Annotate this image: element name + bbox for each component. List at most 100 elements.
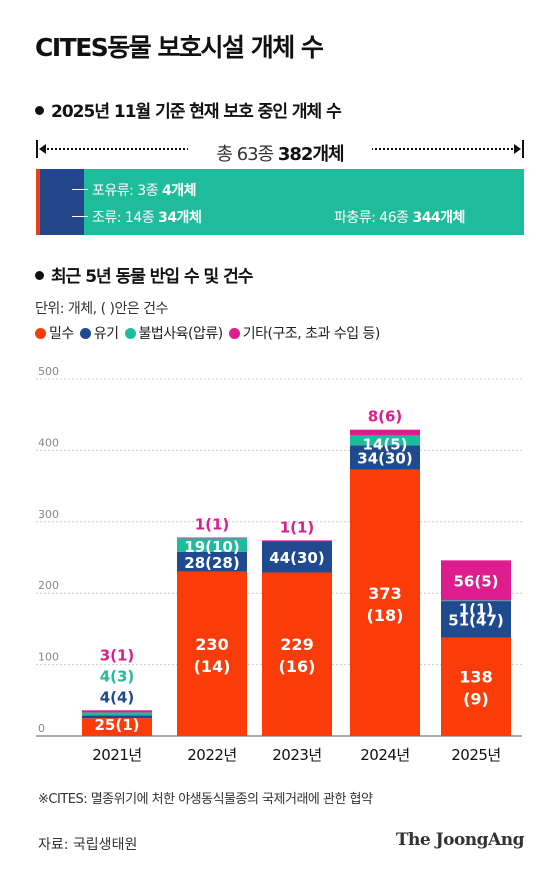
data-label: 14(5) [362,435,407,453]
legend-swatch-icon [228,327,240,339]
data-label: 138 [459,668,492,687]
data-label: 51(47) [448,611,503,629]
data-label: 1(1) [459,600,494,618]
bullet-icon [35,105,44,115]
legend-item: 밀수 [35,323,74,343]
bar-segment-illegal [177,538,247,552]
y-tick-label: 300 [38,508,59,521]
bar-segment-other [441,560,511,601]
bar-segment-other [82,710,152,713]
segment-mammals [36,169,40,235]
y-tick-label: 400 [38,436,59,449]
y-tick-label: 100 [38,651,59,664]
chart-legend: 밀수 유기 불법사육(압류) 기타(구조, 초과 수입 등) [35,323,386,343]
legend-item: 기타(구조, 초과 수입 등) [228,323,381,343]
total-prefix: 총 63종 [216,144,278,165]
data-label: 44(30) [269,549,324,567]
current-stock-bar [36,169,524,235]
bar-segment-illegal [441,600,511,602]
bar-segment-smuggling [82,718,152,736]
brand-logo: The JoongAng [395,830,525,850]
legend-label: 밀수 [49,326,74,342]
bird-label-bold: 34개체 [158,210,202,226]
x-tick-label: 2022년 [187,746,236,764]
legend-item: 유기 [79,323,119,343]
bar-segment-smuggling [350,469,420,736]
data-label: 1(1) [195,516,230,534]
data-label: (14) [194,657,231,676]
bar-segment-other [177,537,247,539]
data-label: 56(5) [453,572,498,590]
section-heading-current: 2025년 11월 기준 현재 보호 중인 개체 수 [35,97,342,122]
bar-segment-abandoned [177,551,247,572]
bar-segment-other [350,429,420,436]
x-tick-label: 2025년 [451,746,500,764]
y-tick-label: 0 [38,722,45,735]
reptile-label-bold: 344개체 [412,210,465,226]
bird-label-text: 조류: 14종 [92,210,159,226]
data-label: (18) [367,606,404,625]
bar-segment-smuggling [441,637,511,736]
bullet-icon [35,270,44,280]
footnote: ※CITES: 멸종위기에 처한 야생동식물종의 국제거래에 관한 협약 [38,792,373,807]
bar-segment-abandoned [441,601,511,638]
stacked-bar-chart: 0 100 200 300 400 500 2021년 2022년 2023년 2024년 2025… [36,365,522,764]
data-label: 229 [280,635,313,654]
data-label: 1(1) [280,518,315,536]
segment-reptiles [84,169,524,235]
segment-birds [40,169,84,235]
data-label: 34(30) [357,450,412,468]
bar-segment-illegal [82,712,152,716]
bar-segment-illegal [350,435,420,446]
bird-leader-line [72,216,88,217]
span-tick-left [36,140,38,158]
bar-segment-smuggling [177,571,247,736]
bar-segment-abandoned [82,715,152,719]
span-tick-right [522,140,524,158]
x-tick-label: 2023년 [272,746,321,764]
legend-label: 불법사육(압류) [138,326,224,342]
data-label: (16) [279,657,316,676]
legend-swatch-icon [79,327,91,339]
legend-item: 불법사육(압류) [124,323,224,343]
data-label: 25(1) [94,716,139,734]
mammal-label: 포유류: 3종 4개체 [72,180,197,200]
mammal-leader-line [72,189,88,190]
legend-label: 기타(구조, 초과 수입 등) [242,326,381,342]
section-heading-text: 최근 5년 동물 반입 수 및 건수 [51,267,253,287]
page-title: CITES동물 보호시설 개체 수 [35,33,324,62]
bar-segment-smuggling [262,572,332,736]
data-label: 4(3) [100,667,135,685]
bird-label: 조류: 14종 34개체 [72,207,202,227]
data-label: (9) [463,690,489,709]
bar-segment-abandoned [262,541,332,573]
bar-segment-abandoned [350,445,420,470]
y-tick-label: 200 [38,579,59,592]
data-label: 230 [195,635,228,654]
data-label: 19(10) [184,538,239,556]
data-label: 3(1) [100,646,135,664]
bar-segment-other [262,540,332,542]
total-bold: 382개체 [277,144,345,165]
legend-swatch-icon [124,327,136,339]
mammal-label-bold: 4개체 [162,183,197,199]
section-heading-text: 2025년 11월 기준 현재 보호 중인 개체 수 [51,102,342,122]
source-credit: 자료: 국립생태원 [38,837,138,853]
data-label: 373 [368,584,401,603]
unit-note: 단위: 개체, ( )안은 건수 [35,301,168,317]
arrow-right-icon [514,144,521,154]
reptile-label: 파충류: 46종 344개체 [334,207,465,227]
total-count-label: 총 63종 382개체 [188,140,372,166]
legend-label: 유기 [93,326,119,342]
data-label: 28(28) [184,554,239,572]
section-heading-imports: 최근 5년 동물 반입 수 및 건수 [35,262,253,287]
data-label: 4(4) [100,688,135,706]
x-tick-label: 2021년 [92,746,141,764]
y-tick-label: 500 [38,365,59,378]
data-label: 8(6) [368,408,403,426]
mammal-label-text: 포유류: 3종 [92,183,163,199]
reptile-label-text: 파충류: 46종 [334,210,413,226]
legend-swatch-icon [35,327,46,339]
arrow-left-icon [39,144,46,154]
x-tick-label: 2024년 [360,746,409,764]
